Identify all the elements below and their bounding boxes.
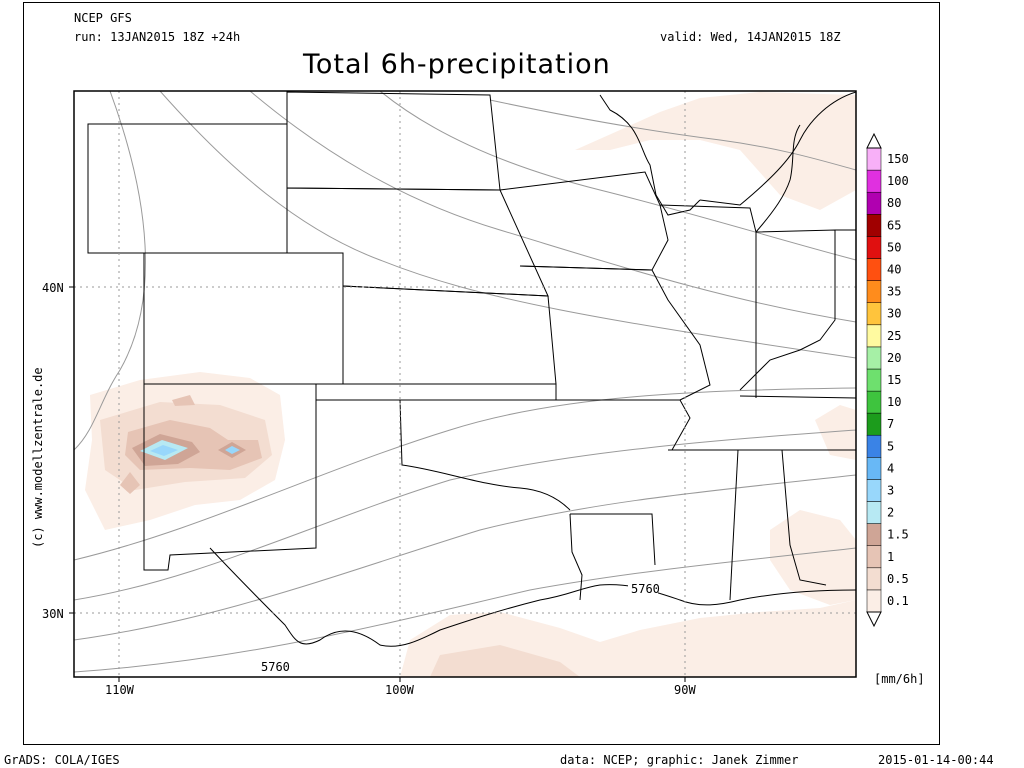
precip-spot-2: [172, 395, 195, 406]
model-name: NCEP GFS: [74, 11, 132, 25]
legend-level-label: 2: [887, 506, 894, 520]
footer-timestamp: 2015-01-14-00:44: [878, 753, 994, 767]
legend-swatch: [866, 412, 882, 436]
footer-credit: data: NCEP; graphic: Janek Zimmer: [560, 753, 799, 767]
legend-level-label: 150: [887, 152, 909, 166]
watermark: (c) www.modellzentrale.de: [31, 367, 45, 548]
legend-unit: [mm/6h]: [874, 672, 925, 686]
legend-swatch: [866, 236, 882, 259]
map-border: [73, 90, 857, 678]
legend-level-label: 10: [887, 395, 901, 409]
latlon-grid: [74, 91, 856, 677]
legend-level-label: 50: [887, 240, 901, 254]
legend-swatch: [866, 390, 882, 414]
axis-ticks: [69, 286, 686, 682]
lon-label-90w: 90W: [674, 683, 696, 697]
legend-level-label: 100: [887, 174, 909, 188]
legend-arrow-up-icon: [866, 132, 882, 149]
legend-level-label: 0.5: [887, 572, 909, 586]
geopotential-contours: [74, 91, 856, 673]
legend-swatch: [866, 280, 882, 303]
legend-level-label: 3: [887, 484, 894, 498]
legend-swatch: [866, 324, 882, 348]
lat-label-40n: 40N: [42, 281, 64, 295]
legend-level-label: 7: [887, 417, 894, 431]
legend-level-label: 40: [887, 263, 901, 277]
precip-area-east: [815, 405, 856, 460]
contour-label-bg: [628, 583, 658, 595]
legend-level-label: 30: [887, 307, 901, 321]
legend-level-label: 1: [887, 550, 894, 564]
contour-label: 5760: [261, 660, 290, 674]
contour-label-bg: [258, 661, 288, 673]
legend-level-label: 0.1: [887, 594, 909, 608]
legend-swatch: [866, 368, 882, 392]
legend-swatch: [866, 258, 882, 281]
precip-shading: [85, 92, 856, 677]
lon-label-100w: 100W: [385, 683, 415, 697]
legend-swatch: [866, 567, 882, 591]
legend-swatch: [866, 169, 882, 193]
precip-area-northeast: [575, 92, 856, 210]
precip-area-southeast: [770, 510, 856, 605]
legend-swatch: [866, 434, 882, 458]
legend-level-label: 5: [887, 439, 894, 453]
contour-label: 5760: [631, 582, 660, 596]
legend-level-label: 15: [887, 373, 901, 387]
legend-swatch: [866, 589, 882, 613]
legend-swatch: [866, 214, 882, 237]
page-title: Total 6h-precipitation: [303, 49, 611, 80]
legend-swatch: [866, 479, 882, 502]
legend-swatch: [866, 545, 882, 569]
valid-time: valid: Wed, 14JAN2015 18Z: [660, 30, 841, 44]
legend-level-label: 35: [887, 285, 901, 299]
precip-peak-2: [225, 446, 240, 454]
lat-label-30n: 30N: [42, 607, 64, 621]
legend-level-label: 80: [887, 196, 901, 210]
precip-peak-1-core: [150, 445, 178, 456]
legend-swatch: [866, 523, 882, 546]
legend-level-label: 4: [887, 461, 894, 475]
legend-swatch: [866, 346, 882, 370]
legend-swatch: [866, 302, 882, 326]
legend-swatch: [866, 191, 882, 215]
footer-software: GrADS: COLA/IGES: [4, 753, 120, 767]
legend-arrow-down-icon: [866, 611, 882, 628]
legend-swatch: [866, 147, 882, 171]
precip-area-gulf-inner: [430, 645, 580, 677]
legend-swatch: [866, 457, 882, 480]
legend-level-label: 20: [887, 351, 901, 365]
legend-level-label: 25: [887, 329, 901, 343]
legend-swatch: [866, 501, 882, 524]
lon-label-110w: 110W: [105, 683, 135, 697]
legend-level-label: 1.5: [887, 528, 909, 542]
state-boundaries: [87, 91, 856, 647]
legend-level-label: 65: [887, 218, 901, 232]
run-info: run: 13JAN2015 18Z +24h: [74, 30, 241, 44]
plot-frame: [23, 2, 940, 745]
precip-spot-1: [120, 472, 140, 494]
